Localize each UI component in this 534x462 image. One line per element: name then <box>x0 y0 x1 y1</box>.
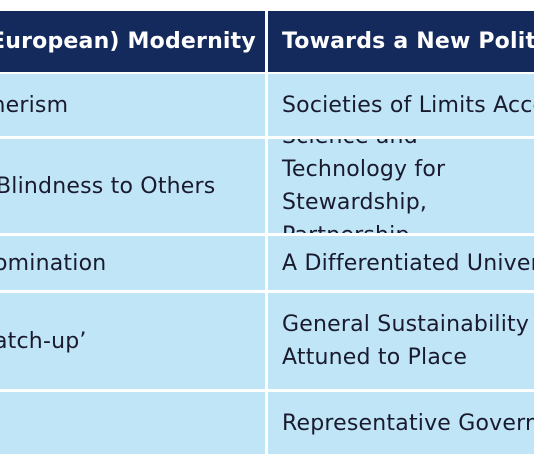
table-row-2-right: Science and Technology for Stewardship, … <box>268 139 534 233</box>
table-row-5-right: Representative Governance <box>268 392 534 454</box>
cell-text: merism <box>0 92 69 118</box>
header-col-new-politics: Towards a New Politics <box>268 11 534 72</box>
table-row-4-left: atch-up’ <box>0 293 265 389</box>
table-row-1-left: merism <box>0 74 265 136</box>
header-col-modernity-label: European) Modernity <box>0 29 256 54</box>
cell-text: Societies of Limits Accepted <box>282 92 534 118</box>
cell-text: Blindness to Others <box>0 173 216 199</box>
cell-text: atch-up’ <box>0 328 87 354</box>
cell-text: Science and Technology for Stewardship, … <box>282 139 446 233</box>
cell-text: General Sustainability Attuned to Place <box>282 312 530 370</box>
table-row-4-right: General Sustainability Attuned to Place <box>268 293 534 389</box>
table-row-3-right: A Differentiated Universality <box>268 236 534 290</box>
cell-text: A Differentiated Universality <box>282 250 534 276</box>
table-row-5-left <box>0 392 265 454</box>
table-row-2-left: Blindness to Others <box>0 139 265 233</box>
cell-text: Representative Governance <box>282 410 534 436</box>
cell-text: omination <box>0 250 107 276</box>
header-col-new-politics-label: Towards a New Politics <box>282 29 534 54</box>
table-row-1-right: Societies of Limits Accepted <box>268 74 534 136</box>
header-col-modernity: European) Modernity <box>0 11 265 72</box>
table-row-3-left: omination <box>0 236 265 290</box>
